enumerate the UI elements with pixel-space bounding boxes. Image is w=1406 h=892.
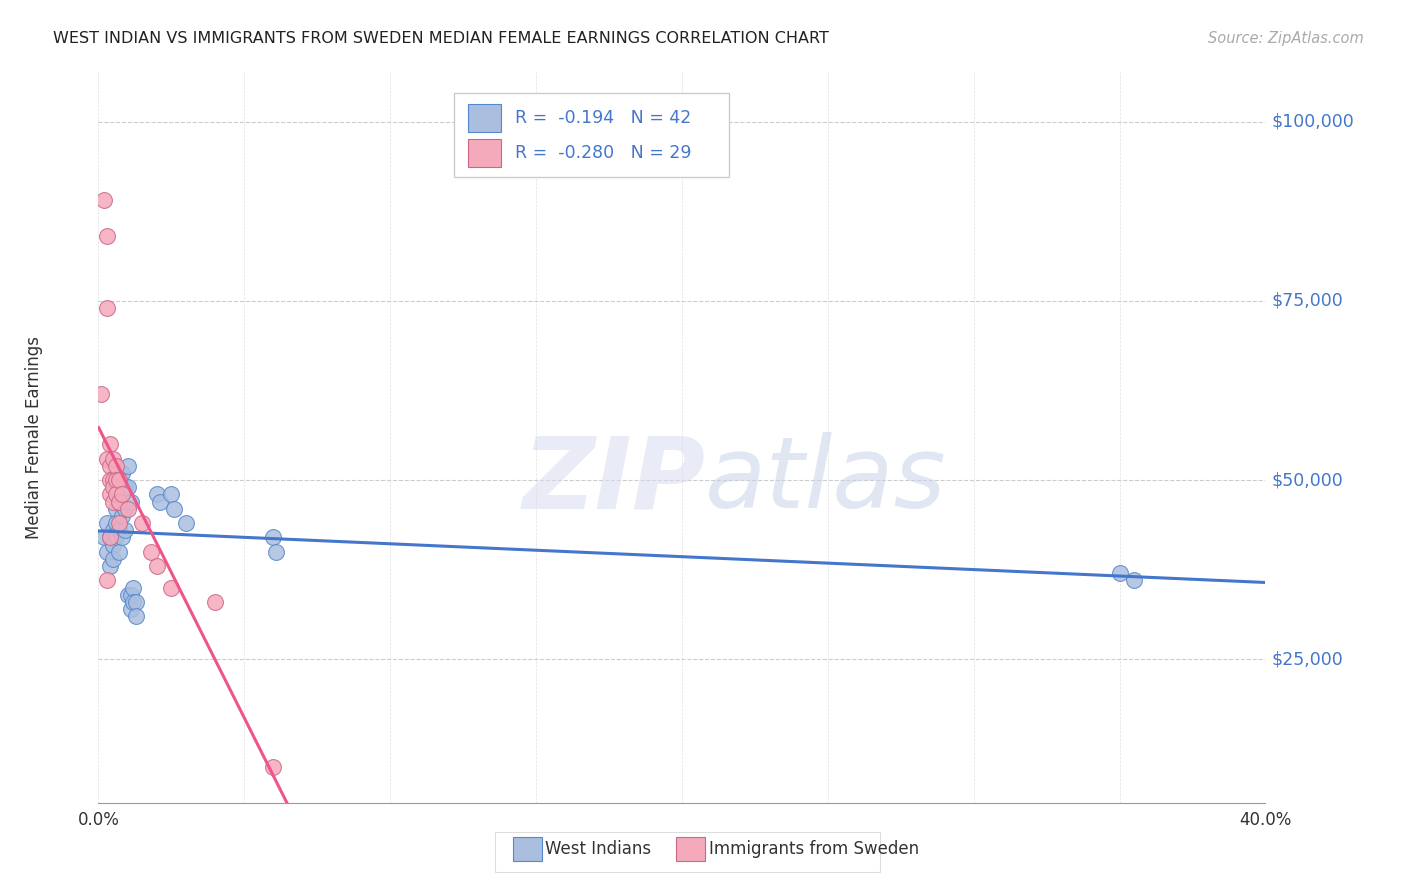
- Point: [98, 473, 121, 487]
- Point: [104, 531, 127, 545]
- Point: [98, 531, 121, 545]
- Point: [174, 516, 197, 530]
- Point: [111, 487, 134, 501]
- FancyBboxPatch shape: [513, 838, 541, 862]
- Text: Source: ZipAtlas.com: Source: ZipAtlas.com: [1208, 31, 1364, 46]
- Point: [160, 581, 183, 595]
- FancyBboxPatch shape: [495, 832, 880, 872]
- Point: [104, 487, 127, 501]
- Point: [1123, 574, 1146, 588]
- Point: [204, 595, 226, 609]
- Point: [101, 473, 124, 487]
- Point: [146, 487, 169, 501]
- Point: [114, 501, 136, 516]
- Point: [98, 437, 121, 451]
- Point: [108, 473, 131, 487]
- Point: [114, 480, 136, 494]
- Text: $50,000: $50,000: [1271, 471, 1343, 489]
- Point: [149, 494, 172, 508]
- Point: [101, 552, 124, 566]
- Text: ZIP: ZIP: [522, 433, 706, 530]
- Point: [111, 508, 134, 523]
- Point: [93, 194, 115, 208]
- Point: [101, 494, 124, 508]
- Point: [96, 545, 118, 559]
- Text: Median Female Earnings: Median Female Earnings: [25, 335, 44, 539]
- Point: [104, 473, 127, 487]
- Point: [1108, 566, 1130, 581]
- Point: [122, 581, 145, 595]
- Point: [117, 588, 139, 602]
- Point: [98, 559, 121, 574]
- Text: R =  -0.280   N = 29: R = -0.280 N = 29: [515, 145, 692, 162]
- Point: [117, 501, 139, 516]
- Point: [108, 545, 131, 559]
- Point: [262, 531, 284, 545]
- Point: [104, 487, 127, 501]
- Point: [96, 451, 118, 466]
- Point: [160, 487, 183, 501]
- Point: [108, 524, 131, 538]
- Point: [98, 458, 121, 473]
- Text: WEST INDIAN VS IMMIGRANTS FROM SWEDEN MEDIAN FEMALE EARNINGS CORRELATION CHART: WEST INDIAN VS IMMIGRANTS FROM SWEDEN ME…: [53, 31, 830, 46]
- Text: $75,000: $75,000: [1271, 292, 1343, 310]
- Point: [266, 545, 288, 559]
- Point: [111, 466, 134, 480]
- Text: R =  -0.194   N = 42: R = -0.194 N = 42: [515, 109, 692, 128]
- Point: [163, 501, 186, 516]
- FancyBboxPatch shape: [468, 104, 501, 132]
- Point: [108, 473, 131, 487]
- Text: atlas: atlas: [706, 433, 946, 530]
- Point: [120, 602, 142, 616]
- Point: [101, 524, 124, 538]
- Point: [96, 574, 118, 588]
- Point: [104, 516, 127, 530]
- Point: [117, 458, 139, 473]
- Point: [122, 595, 145, 609]
- Text: Immigrants from Sweden: Immigrants from Sweden: [709, 840, 920, 858]
- Point: [108, 494, 131, 508]
- Point: [262, 760, 284, 774]
- Point: [98, 487, 121, 501]
- Text: West Indians: West Indians: [546, 840, 651, 858]
- Point: [120, 588, 142, 602]
- Point: [117, 480, 139, 494]
- Point: [111, 531, 134, 545]
- Point: [120, 494, 142, 508]
- Point: [104, 501, 127, 516]
- Text: $25,000: $25,000: [1271, 650, 1343, 668]
- Point: [114, 524, 136, 538]
- Point: [146, 559, 169, 574]
- Point: [108, 516, 131, 530]
- Point: [101, 480, 124, 494]
- Point: [96, 229, 118, 244]
- Point: [98, 531, 121, 545]
- Point: [125, 609, 148, 624]
- FancyBboxPatch shape: [454, 94, 728, 178]
- FancyBboxPatch shape: [468, 139, 501, 167]
- Point: [131, 516, 153, 530]
- Point: [101, 451, 124, 466]
- Point: [104, 458, 127, 473]
- Point: [139, 545, 162, 559]
- Point: [96, 301, 118, 315]
- Point: [111, 487, 134, 501]
- FancyBboxPatch shape: [676, 838, 706, 862]
- Point: [96, 516, 118, 530]
- Point: [93, 531, 115, 545]
- Point: [108, 494, 131, 508]
- Point: [101, 538, 124, 552]
- Point: [125, 595, 148, 609]
- Point: [90, 387, 112, 401]
- Text: $100,000: $100,000: [1271, 112, 1354, 130]
